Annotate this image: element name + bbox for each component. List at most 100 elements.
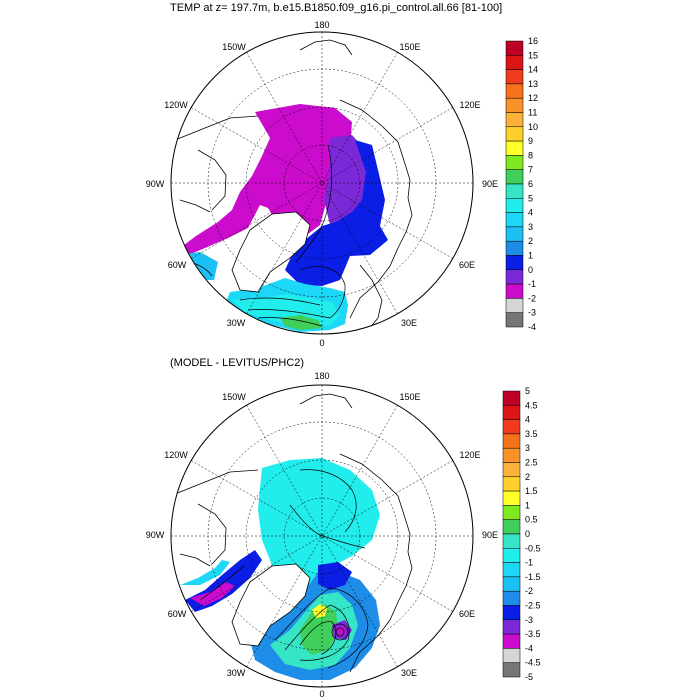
panel2-lon-label: 150W: [222, 392, 246, 402]
colorbar-swatch: [502, 447, 521, 463]
bering-outline-2: [299, 393, 353, 409]
colorbar-swatch: [505, 169, 524, 185]
colorbar-label: 2: [528, 236, 533, 246]
colorbar-swatch: [505, 212, 524, 228]
colorbar-swatch: [505, 198, 524, 213]
colorbar-swatch: [502, 519, 521, 535]
panel2-lon-label: 60E: [459, 609, 475, 619]
colorbar-label: 2.5: [525, 458, 538, 468]
panel2-lon-label: 0: [319, 689, 324, 699]
colorbar-label: 10: [528, 122, 538, 132]
panel2-lon-label: 90W: [146, 530, 165, 540]
colorbar-label: -2: [525, 586, 533, 596]
colorbar-swatch: [505, 97, 524, 113]
colorbar-swatch: [502, 648, 521, 663]
panel2-lon-label: 90E: [482, 530, 498, 540]
colorbar-label: 1.5: [525, 486, 538, 496]
panel2-lon-label: 30W: [227, 668, 246, 678]
colorbar-label: 1: [525, 500, 530, 510]
panel2-lon-label: 30E: [401, 668, 417, 678]
colorbar-label: 2: [525, 472, 530, 482]
colorbar-label: 7: [528, 165, 533, 175]
colorbar-label: 3: [528, 222, 533, 232]
colorbar-swatch: [502, 548, 521, 563]
colorbar-label: 4: [528, 208, 533, 218]
colorbar-swatch: [505, 140, 524, 156]
colorbar-label: 1: [528, 251, 533, 261]
colorbar-swatch: [502, 462, 521, 478]
colorbar-swatch: [505, 240, 524, 256]
colorbar-label: 14: [528, 65, 538, 75]
colorbar-swatch: [502, 433, 521, 449]
colorbar-swatch: [505, 55, 524, 70]
panel2-lon-label: 180: [314, 371, 329, 381]
colorbar-label: -5: [525, 672, 533, 682]
colorbar-label: -2: [528, 293, 536, 303]
north-america-outline-2: [174, 469, 259, 567]
colorbar-swatch: [502, 405, 521, 420]
colorbar-swatch: [502, 533, 521, 549]
colorbar-label: -3.5: [525, 629, 541, 639]
colorbar-label: 15: [528, 50, 538, 60]
panel1-lon-label: 30E: [401, 318, 417, 328]
colorbar-swatch: [505, 126, 524, 142]
siberia-outline: [339, 99, 413, 319]
panel2-lon-label: 120W: [164, 450, 188, 460]
temp-field-purple: [324, 135, 370, 225]
panel1-title: TEMP at z= 197.7m, b.e15.B1850.f09_g16.p…: [170, 2, 503, 14]
colorbar-label: 0.5: [525, 515, 538, 525]
colorbar-label: 9: [528, 136, 533, 146]
colorbar-swatch: [502, 605, 521, 621]
colorbar-label: -1.5: [525, 572, 541, 582]
colorbar-swatch: [505, 283, 524, 299]
colorbar-swatch: [502, 505, 521, 520]
colorbar-label: 12: [528, 93, 538, 103]
diff-field-atlantic-green: [300, 604, 338, 655]
colorbar-swatch: [505, 69, 524, 85]
siberia-outline-2: [339, 453, 413, 673]
panel1-lon-label: 150W: [222, 42, 246, 52]
panel1-lon-label: 90E: [482, 179, 498, 189]
colorbar-label: 3.5: [525, 429, 538, 439]
colorbar-label: -4: [528, 322, 536, 332]
bering-outline: [299, 39, 353, 56]
colorbar-label: -4.5: [525, 658, 541, 668]
colorbar-label: 3: [525, 443, 530, 453]
panel1-lon-label: 60W: [168, 260, 187, 270]
panel2-lon-label: 60W: [168, 609, 187, 619]
panel1-lon-label: 0: [319, 338, 324, 348]
panel1-lon-label: 120W: [164, 100, 188, 110]
colorbar-label: -3: [525, 615, 533, 625]
colorbar-swatch: [505, 269, 524, 285]
panel2-colorbar: 5 4.5 4 3.5 3 2.5 2 1.5 1 0.5 0 -0.5 -1 -1.5 -2 -2.5 -3 -…: [502, 386, 541, 682]
colorbar-label: 8: [528, 150, 533, 160]
colorbar-swatch: [502, 490, 521, 506]
panel1-map: 180 150E 120E 90E 60E 30E 0 30W 60W 90W …: [146, 20, 498, 348]
colorbar-label: -1: [528, 279, 536, 289]
colorbar-label: -3: [528, 308, 536, 318]
colorbar-label: 6: [528, 179, 533, 189]
colorbar-swatch: [502, 633, 521, 649]
scandinavia-outline: [359, 264, 383, 331]
colorbar-label: 13: [528, 79, 538, 89]
panel2-title: (MODEL - LEVITUS/PHC2): [170, 357, 305, 369]
panel2-lon-label: 120E: [459, 450, 480, 460]
colorbar-swatch: [502, 590, 521, 606]
diff-field-atlantic-yellow: [312, 604, 327, 618]
colorbar-swatch: [502, 419, 521, 435]
colorbar-label: 4.5: [525, 400, 538, 410]
temp-field-blue: [285, 140, 388, 286]
colorbar-label: 0: [528, 265, 533, 275]
diff-field-magenta-west: [190, 582, 235, 606]
colorbar-swatch: [502, 576, 521, 592]
panel2-lon-labels: 180 150E 120E 90E 60E 30E 0 30W 60W 90W …: [146, 371, 498, 699]
colorbar-label: 5: [528, 193, 533, 203]
colorbar-swatch: [505, 183, 524, 199]
temp-field-magenta: [180, 104, 352, 255]
panel1-graticule: [171, 32, 473, 334]
colorbar-swatch: [502, 619, 521, 635]
north-america-outline: [174, 115, 259, 213]
colorbar-swatch: [505, 298, 524, 313]
panel1-lon-label: 120E: [459, 100, 480, 110]
